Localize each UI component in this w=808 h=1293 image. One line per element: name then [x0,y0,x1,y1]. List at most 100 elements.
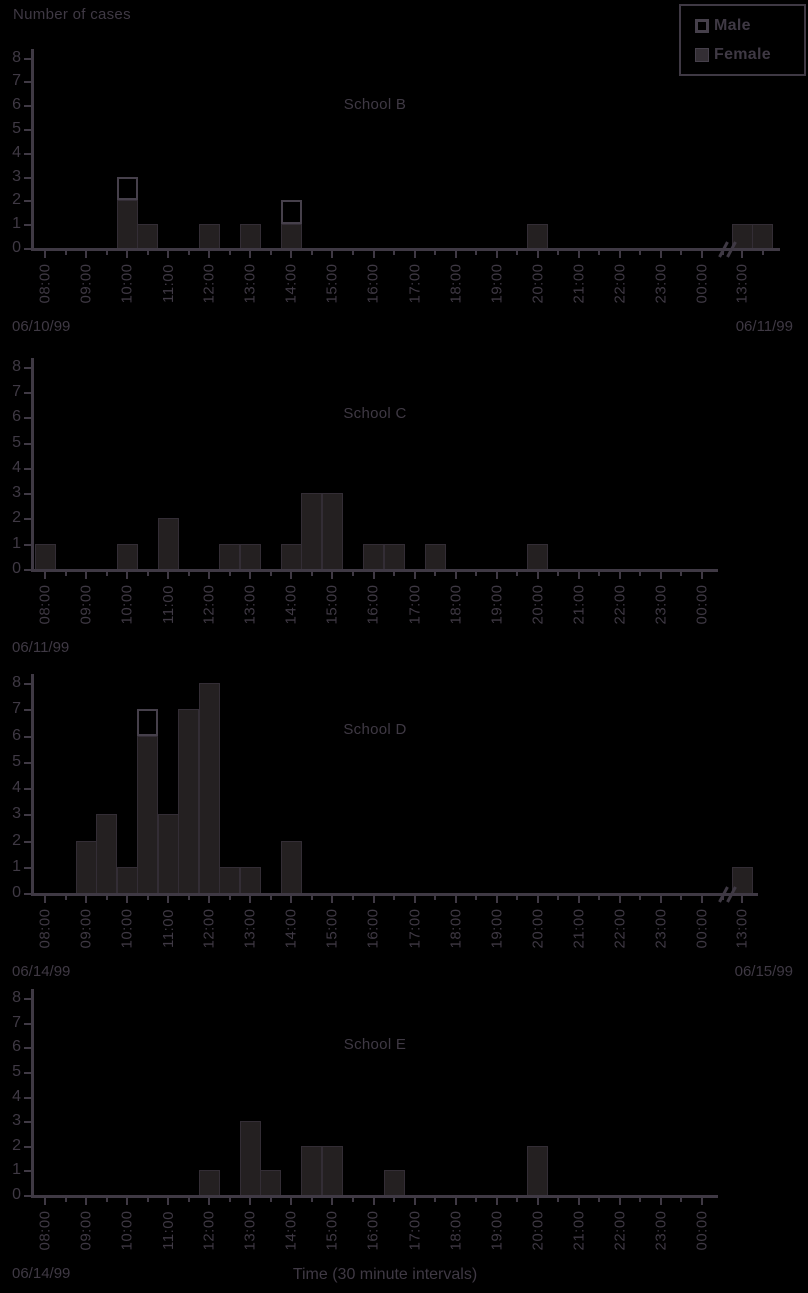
x-tick [310,895,313,900]
x-axis-title: Time (30 minute intervals) [292,1266,478,1283]
bar-male-14:00 [280,200,302,225]
date-label-left: 06/14/99 [12,963,71,980]
x-tick-label-text: 23:00 [652,1209,670,1251]
x-tick [495,250,498,258]
y-tick [24,761,31,764]
x-tick [167,895,170,903]
y-tick-label: 2 [12,509,21,527]
x-tick [187,571,190,576]
x-tick [249,571,252,579]
y-tick [24,417,31,420]
x-tick [249,895,252,903]
bar-female-14:30 [301,1145,323,1196]
x-tick [598,250,601,255]
x-tick [701,1197,703,1205]
x-tick [105,1197,108,1202]
x-tick [454,895,457,903]
x-tick [475,895,478,900]
y-tick-label: 2 [12,1136,21,1154]
bar-female-16:30 [383,1170,405,1196]
x-tick [618,250,621,258]
x-tick [44,571,46,579]
x-tick [516,895,519,900]
x-tick [249,1197,252,1205]
y-tick-label: 0 [12,884,21,901]
x-tick [331,250,334,258]
y-tick [24,893,31,895]
x-tick [536,250,539,258]
x-tick [454,1197,457,1205]
y-tick-label: 6 [12,1038,21,1056]
y-axis-line [31,674,34,896]
date-label-left: 06/11/99 [12,639,70,656]
x-tick [434,895,437,900]
x-tick [557,895,560,900]
x-tick [351,895,354,900]
x-tick [639,1197,642,1202]
y-tick [24,814,31,817]
y-tick-label: 8 [12,989,21,1007]
x-tick [618,1197,621,1205]
x-tick [44,895,46,903]
y-tick-label: 4 [12,779,21,796]
x-tick [618,571,621,579]
x-tick [85,571,88,579]
x-tick [44,1197,46,1205]
x-tick [208,895,211,903]
y-tick [24,1047,31,1050]
bar-female-20:00 [527,1145,549,1196]
y-tick-label: 2 [12,191,21,209]
y-tick-label: 1 [12,1161,21,1179]
x-tick [434,250,437,255]
x-tick [126,1197,129,1205]
x-tick-label-text: 19:00 [488,1209,506,1251]
y-tick-label: 1 [12,215,21,233]
x-tick [228,895,231,900]
x-tick [85,1197,88,1205]
x-tick [372,1197,375,1205]
x-tick-label-text: 08:00 [36,1209,54,1251]
y-tick [24,248,31,250]
y-tick-label: 0 [12,1186,21,1203]
x-tick [536,1197,539,1205]
y-tick-label: 6 [12,96,21,114]
y-tick [24,176,31,179]
y-tick [24,788,31,790]
x-tick [167,250,170,258]
y-tick-label: 7 [12,382,21,400]
male-open-square-icon [695,19,709,33]
x-tick [577,571,580,579]
x-tick [167,571,170,579]
y-tick [24,493,31,496]
chart-title: School D [343,721,407,738]
legend-label-female: Female [714,46,771,63]
x-axis-line [31,569,718,572]
y-axis-line [31,989,34,1198]
x-tick [475,1197,478,1202]
x-tick [64,571,67,576]
x-tick-label-text: 10:00 [118,1209,136,1251]
x-tick [126,250,129,258]
y-tick-label: 3 [12,1112,21,1130]
x-tick [331,1197,334,1205]
y-tick-label: 2 [12,831,21,849]
x-tick [741,250,743,258]
y-tick [24,518,31,521]
legend-item-female: Female [695,46,771,64]
y-tick [24,1096,31,1099]
x-tick [557,1197,560,1202]
x-tick-label-text: 21:00 [570,1209,588,1251]
x-tick [105,571,108,576]
x-tick [454,571,457,579]
y-axis-title: Number of cases [13,6,131,23]
x-tick [187,250,190,255]
y-tick [24,683,31,685]
y-tick-label: 8 [12,674,21,691]
x-tick [310,250,313,255]
x-tick [393,1197,396,1202]
y-tick [24,57,31,60]
x-tick-label-text: 14:00 [282,1209,300,1251]
